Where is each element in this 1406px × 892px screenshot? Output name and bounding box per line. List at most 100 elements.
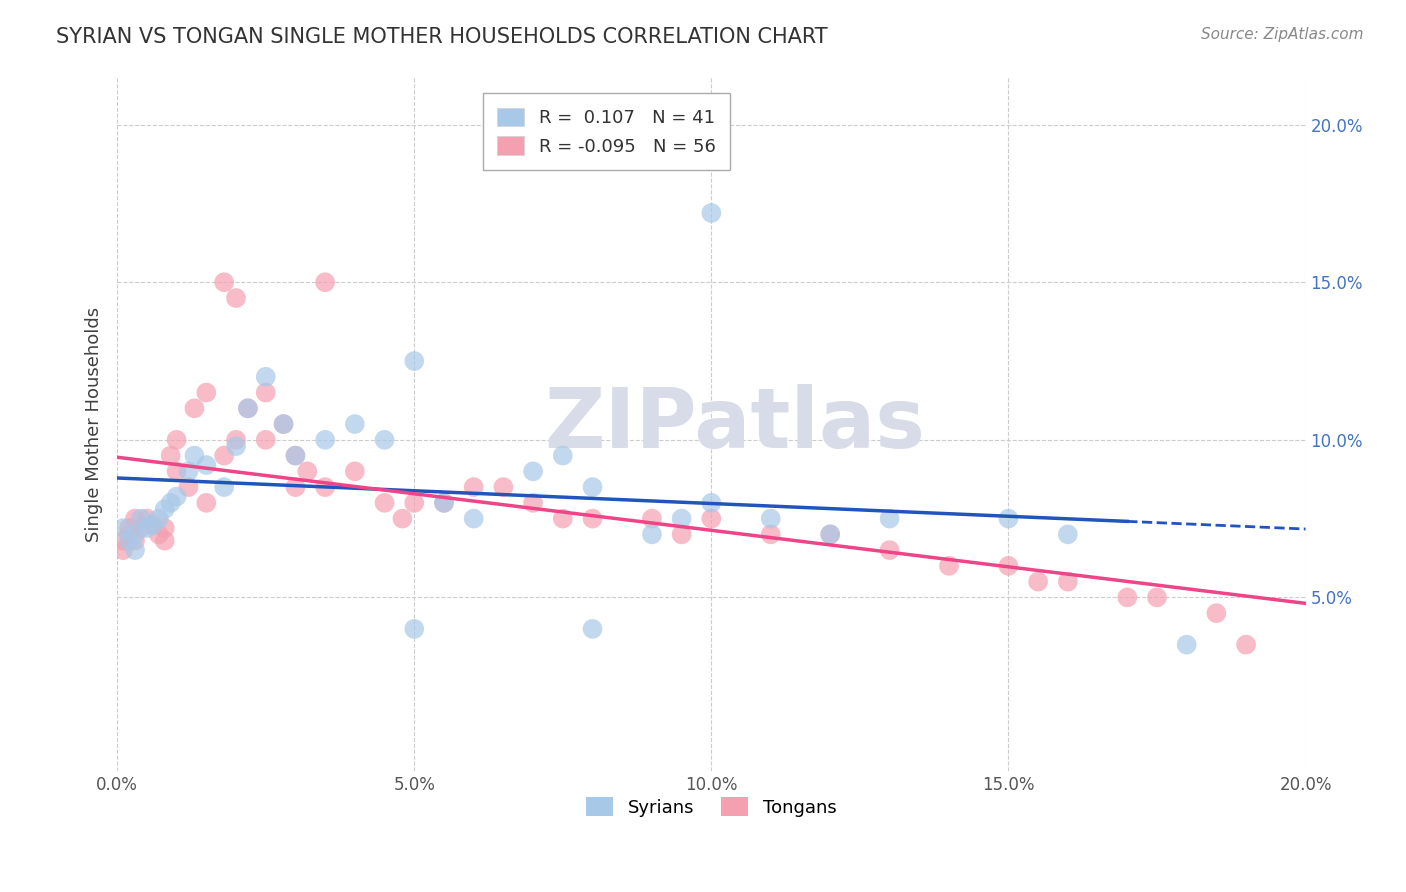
Point — [166, 464, 188, 478]
Point — [183, 401, 205, 416]
Point — [236, 401, 259, 416]
Point — [374, 433, 396, 447]
Point — [153, 521, 176, 535]
Point — [297, 464, 319, 478]
Point — [153, 533, 176, 548]
Point — [404, 622, 426, 636]
Point — [343, 464, 366, 478]
Point — [671, 527, 693, 541]
Point — [1146, 591, 1168, 605]
Point — [177, 480, 200, 494]
Point — [153, 502, 176, 516]
Point — [1056, 527, 1078, 541]
Point — [314, 275, 336, 289]
Point — [118, 521, 141, 535]
Point — [177, 464, 200, 478]
Point — [759, 527, 782, 541]
Point — [463, 511, 485, 525]
Y-axis label: Single Mother Households: Single Mother Households — [86, 307, 103, 541]
Point — [148, 511, 170, 525]
Point — [112, 521, 135, 535]
Point — [135, 511, 157, 525]
Point — [1205, 606, 1227, 620]
Point — [1234, 638, 1257, 652]
Point — [404, 496, 426, 510]
Point — [212, 449, 235, 463]
Point — [236, 401, 259, 416]
Text: Source: ZipAtlas.com: Source: ZipAtlas.com — [1201, 27, 1364, 42]
Point — [374, 496, 396, 510]
Point — [142, 517, 165, 532]
Point — [314, 480, 336, 494]
Text: ZIPatlas: ZIPatlas — [544, 384, 925, 465]
Point — [879, 511, 901, 525]
Point — [195, 385, 218, 400]
Point — [522, 496, 544, 510]
Point — [522, 464, 544, 478]
Point — [135, 521, 157, 535]
Point — [118, 533, 141, 548]
Point — [159, 496, 181, 510]
Point — [273, 417, 295, 431]
Point — [997, 558, 1019, 573]
Point — [818, 527, 841, 541]
Point — [129, 511, 152, 525]
Point — [112, 533, 135, 548]
Point — [1026, 574, 1049, 589]
Point — [492, 480, 515, 494]
Point — [284, 480, 307, 494]
Point — [166, 490, 188, 504]
Point — [1056, 574, 1078, 589]
Point — [641, 511, 664, 525]
Point — [195, 458, 218, 472]
Point — [463, 480, 485, 494]
Point — [314, 433, 336, 447]
Point — [273, 417, 295, 431]
Point — [124, 527, 146, 541]
Point — [225, 439, 247, 453]
Text: SYRIAN VS TONGAN SINGLE MOTHER HOUSEHOLDS CORRELATION CHART: SYRIAN VS TONGAN SINGLE MOTHER HOUSEHOLD… — [56, 27, 828, 46]
Point — [343, 417, 366, 431]
Point — [142, 517, 165, 532]
Point — [148, 527, 170, 541]
Point — [1175, 638, 1198, 652]
Point — [997, 511, 1019, 525]
Point — [581, 480, 603, 494]
Point — [1116, 591, 1139, 605]
Legend: Syrians, Tongans: Syrians, Tongans — [579, 790, 844, 824]
Point — [212, 275, 235, 289]
Point — [225, 291, 247, 305]
Point — [938, 558, 960, 573]
Point — [254, 385, 277, 400]
Point — [433, 496, 456, 510]
Point — [433, 496, 456, 510]
Point — [404, 354, 426, 368]
Point — [284, 449, 307, 463]
Point — [254, 433, 277, 447]
Point — [212, 480, 235, 494]
Point — [581, 511, 603, 525]
Point — [166, 433, 188, 447]
Point — [159, 449, 181, 463]
Point — [700, 496, 723, 510]
Point — [118, 527, 141, 541]
Point — [225, 433, 247, 447]
Point — [759, 511, 782, 525]
Point — [671, 511, 693, 525]
Point — [284, 449, 307, 463]
Point — [700, 206, 723, 220]
Point — [818, 527, 841, 541]
Point — [391, 511, 413, 525]
Point — [129, 521, 152, 535]
Point — [124, 511, 146, 525]
Point — [124, 533, 146, 548]
Point — [700, 511, 723, 525]
Point — [195, 496, 218, 510]
Point — [551, 511, 574, 525]
Point — [551, 449, 574, 463]
Point — [581, 622, 603, 636]
Point — [124, 543, 146, 558]
Point — [879, 543, 901, 558]
Point — [641, 527, 664, 541]
Point — [112, 543, 135, 558]
